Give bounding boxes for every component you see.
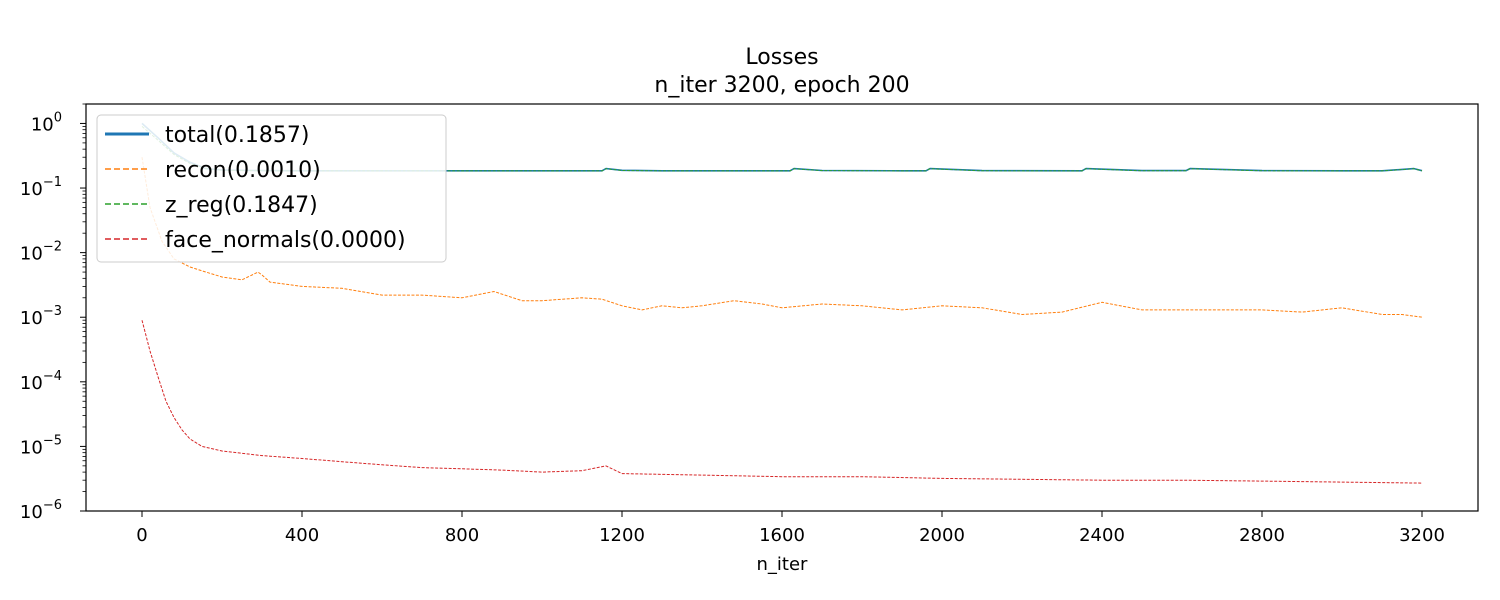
series-line-1 (141, 157, 1423, 318)
x-tick-label: 0 (136, 525, 147, 546)
x-tick-label: 2800 (1239, 525, 1285, 546)
x-tick-label: 2000 (919, 525, 965, 546)
series-line-3 (141, 320, 1423, 484)
legend-label-3: face_normals(0.0000) (165, 228, 406, 253)
chart-subtitle: n_iter 3200, epoch 200 (654, 73, 909, 98)
x-tick-label: 400 (285, 525, 319, 546)
x-tick-label: 1600 (759, 525, 805, 546)
legend-label-1: recon(0.0010) (165, 158, 321, 183)
legend-label-0: total(0.1857) (165, 123, 309, 148)
legend: total(0.1857) recon(0.0010) z_reg(0.1847)f… (96, 114, 447, 263)
x-tick-label: 800 (445, 525, 479, 546)
legend-frame (96, 114, 447, 263)
x-axis-label: n_iter (757, 554, 809, 575)
x-tick-label: 1200 (599, 525, 645, 546)
x-tick-label: 3200 (1399, 525, 1445, 546)
chart-title: Losses (745, 45, 818, 70)
series-line-2 (141, 126, 1423, 172)
x-tick-label: 2400 (1079, 525, 1125, 546)
x-axis-ticks: 0 400 800 1200 1600 2000 2400 2800 3200 (136, 511, 1445, 546)
legend-label-2: z_reg(0.1847) (165, 193, 318, 218)
